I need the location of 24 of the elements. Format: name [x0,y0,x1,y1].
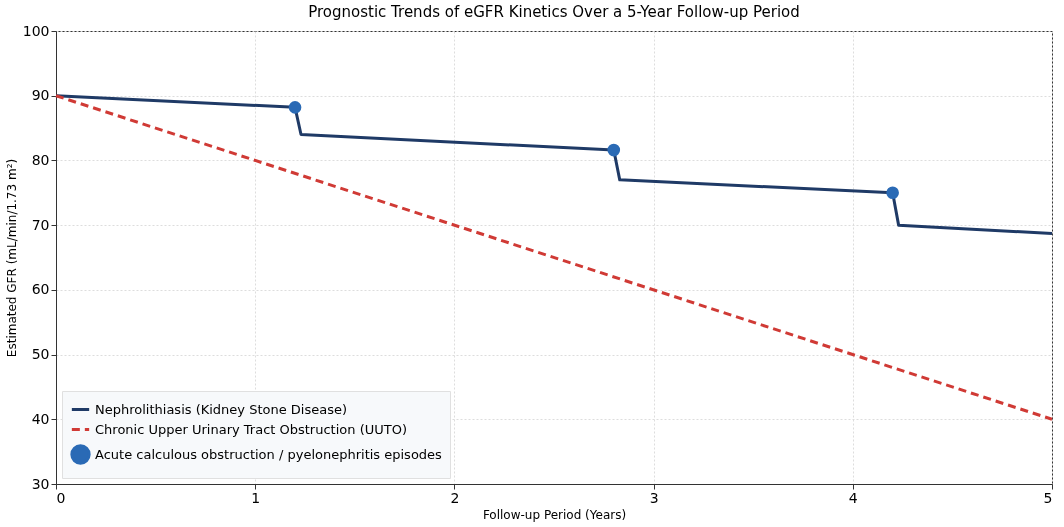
x-tick-label: 3 [649,489,659,506]
y-tick-label: 70 [31,216,50,233]
x-tick-label: 4 [848,489,858,506]
x-tick-label: 5 [1043,489,1053,506]
line-series [54,94,1054,236]
point [288,101,302,114]
y-tick-label: 60 [31,281,50,298]
y-tick-label: 90 [31,87,50,104]
y-tick-label: 80 [31,151,50,168]
x-tick-label: 1 [251,489,261,506]
y-tick-label: 40 [31,410,50,427]
x-tick-label: 0 [56,489,66,506]
x-axis-title: Follow-up Period (Years) [482,507,627,522]
y-tick-label: 100 [22,22,50,39]
point [886,186,899,200]
x-tick-label: 2 [450,489,460,506]
y-tick-label: 50 [31,346,50,363]
chart-title: Prognostic Trends of eGFR Kinetics Over a 5-Year Follow-up Period [308,3,800,21]
legend-label: Chronic Upper Urinary Tract Obstruction (UUTO) [95,421,407,437]
y-tick-label: 30 [31,475,50,492]
legend-label: Nephrolithiasis (Kidney Stone Disease) [95,401,348,417]
y-axis-title: Estimated GFR (mL/min/1.73 m²) [4,158,19,358]
point [607,143,621,157]
legend-label: Acute calculous obstruction / pyelonephritis episodes [95,446,443,462]
